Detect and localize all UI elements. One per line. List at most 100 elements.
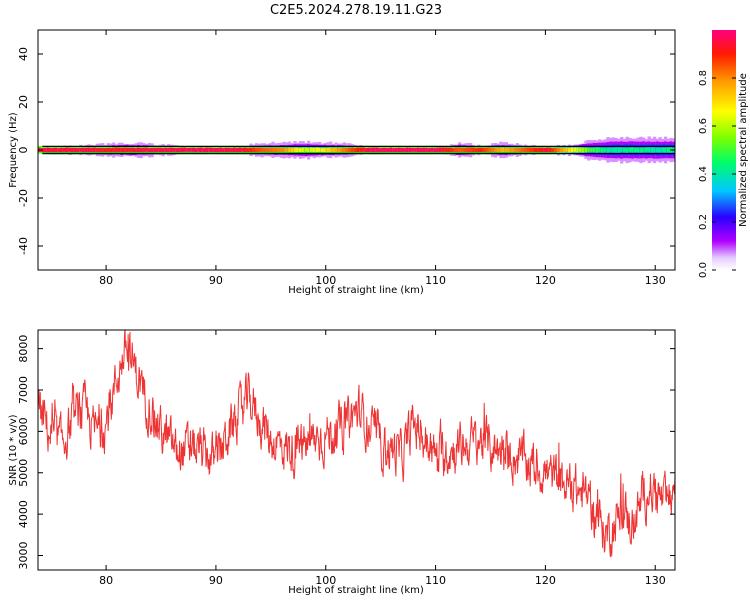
spectrogram-cell [318,148,322,152]
spectrogram-cell [351,147,355,153]
spectrogram-y-tick-label: -40 [17,237,30,255]
spectrogram-cell [666,147,671,153]
spectrogram-cell [625,148,629,153]
spectrogram-cell [551,148,555,153]
spectrogram-cell [76,148,80,152]
snr-y-tick-label: 5000 [17,459,30,487]
colorbar-tick-label: 0.2 [698,214,709,230]
spectrogram-cell [139,147,143,153]
spectrogram-cell [98,148,102,153]
spectrogram-cell [117,147,121,153]
spectrogram-cell [485,147,489,152]
spectrogram-cell [559,147,563,153]
spectrogram-cell [57,148,61,153]
spectrogram-cell [210,147,215,153]
spectrogram-cell [287,147,292,152]
spectrogram-cell [653,147,657,153]
spectrogram-cell [307,147,311,153]
spectrogram-cell [120,147,124,153]
spectrogram-cell [381,147,385,153]
spectrogram-cell [386,148,390,153]
spectrogram-cell [161,148,165,153]
spectrogram-cell [109,148,113,153]
spectrogram-cell [581,147,585,153]
spectrogram-cell [647,147,651,152]
spectrogram-cell [342,147,347,153]
spectrogram-cell [515,147,519,152]
spectrogram-cell [367,147,371,153]
spectrogram-cell [650,147,654,153]
spectrogram-cell [131,147,135,153]
snr-frame [37,329,676,571]
spectrogram-cell [227,147,231,152]
spectrogram-cell [221,148,226,153]
spectrogram-cell [238,147,242,153]
spectrogram-cell [164,147,168,153]
spectrogram-cell [246,148,250,152]
spectrogram-cell [422,147,426,153]
spectrogram-cell [241,147,245,152]
spectrogram-cell [340,148,344,152]
spectrogram-cell [90,147,94,153]
spectrogram-cell [186,147,190,152]
spectrogram-cell [636,148,640,153]
spectrogram-cell [611,148,616,153]
spectrogram-cell [427,148,432,153]
spectrogram-cell [312,147,316,153]
spectrogram-cell [265,147,270,153]
spectrogram-cell [147,148,152,153]
spectrogram-cell [219,147,223,153]
spectrogram-y-tick-label: -20 [17,189,30,207]
spectrogram-cell [293,147,297,153]
spectrogram-cell [449,147,454,152]
spectrogram-cell [167,147,171,153]
spectrogram-cell [252,147,256,153]
spectrogram-cell [136,147,141,153]
spectrogram-cell [282,147,286,152]
spectrogram-cell [125,147,130,153]
spectrogram-cell [194,148,198,153]
spectrogram-cell [68,147,72,152]
spectrogram-cell [658,148,662,153]
spectrogram-cell [655,147,660,152]
spectrogram-cell [620,147,624,152]
spectrogram-cell [576,147,580,153]
spectrogram-cell [452,148,456,152]
spectrogram-cell [279,147,283,152]
spectrogram-cell [70,147,75,153]
spectrogram-cell [532,147,536,153]
spectrogram-cell [513,147,517,152]
spectrogram-cell [216,148,220,153]
spectrogram-cell [474,148,478,153]
spectrogram-cell [444,147,448,152]
colorbar-gradient [712,30,736,270]
spectrogram-cell [257,147,261,153]
spectrogram-cell [545,147,550,153]
spectrogram-cell [51,147,55,153]
spectrogram-cell [458,147,462,153]
spectrogram-marks [38,136,675,164]
spectrogram-cell [466,147,470,153]
spectrogram-cell [178,147,182,153]
spectrogram-cell [191,147,196,152]
spectrogram-x-tick-label: 100 [315,274,336,287]
spectrogram-x-tick-label: 80 [99,274,113,287]
spectrogram-cell [661,147,665,153]
spectrogram-cell [224,147,228,153]
spectrogram-cell [123,147,127,153]
spectrogram-cell [499,147,503,152]
snr-x-tick-label: 120 [535,574,556,587]
spectrogram-cell [609,147,613,153]
spectrogram-cell [403,148,407,153]
spectrogram-cell [46,147,50,153]
spectrogram-cell [260,147,264,152]
spectrogram-cell [175,148,179,153]
spectrogram-cell [114,147,119,152]
spectrogram-cell [400,147,404,153]
spectrogram-cell [232,147,237,153]
spectrogram-cell [430,147,434,152]
spectrogram-y-tick-label: 40 [17,47,30,61]
spectrogram-cell [567,148,572,153]
spectrogram-cell [570,147,574,153]
spectrogram-cell [59,147,64,153]
